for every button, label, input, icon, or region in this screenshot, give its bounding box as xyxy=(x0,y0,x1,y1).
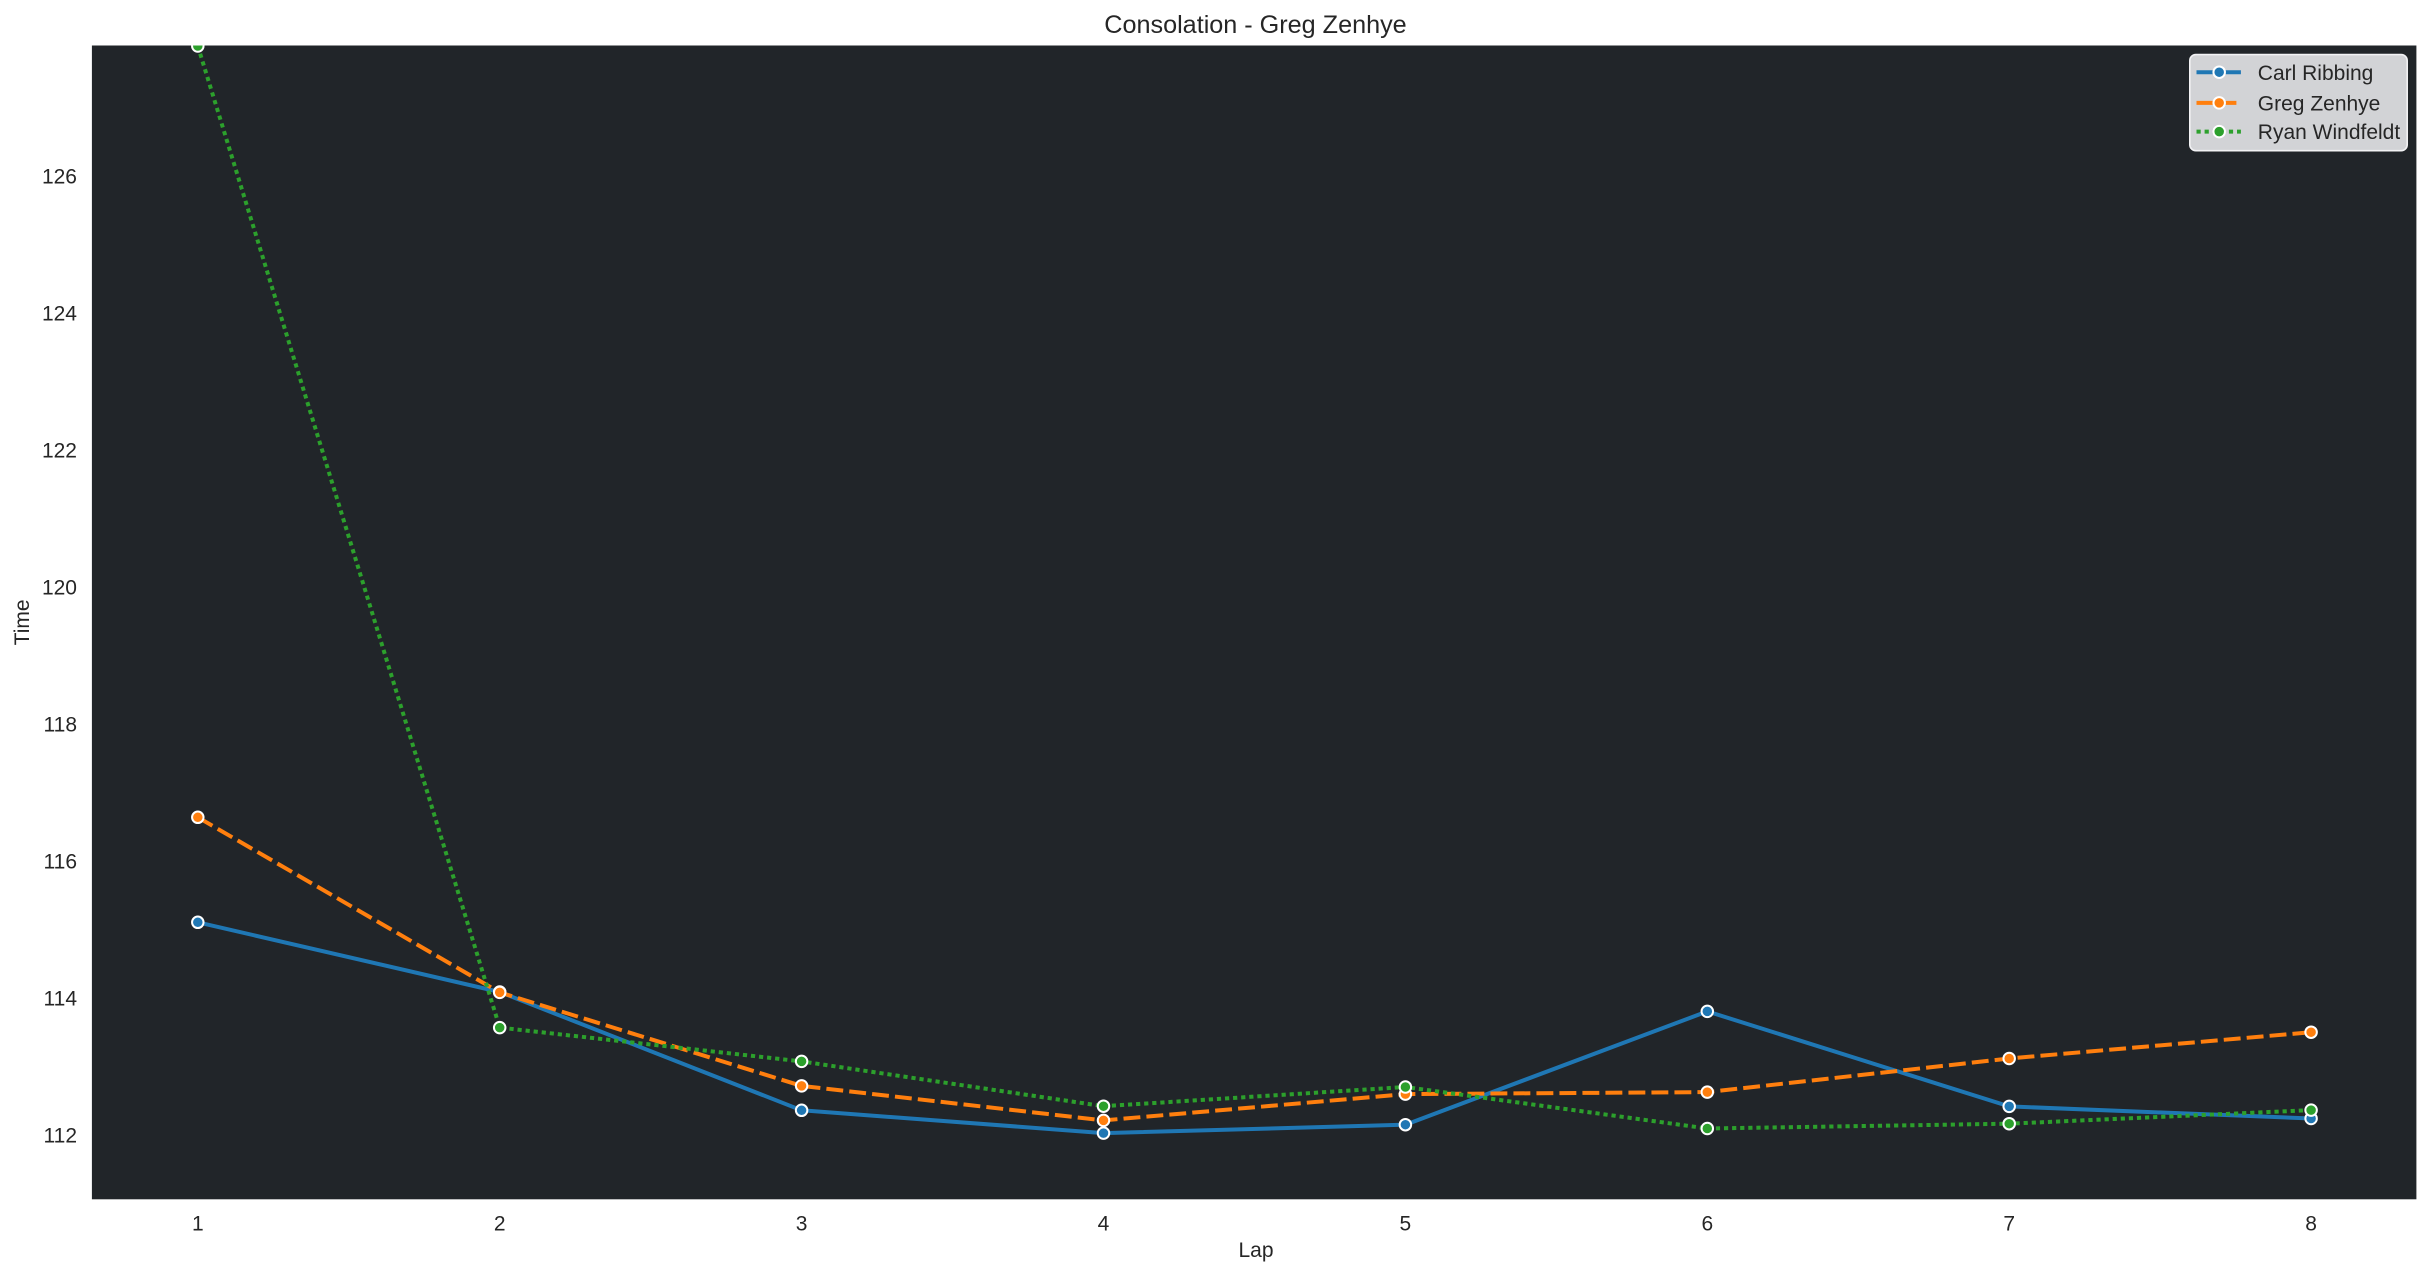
svg-text:6: 6 xyxy=(1701,1212,1713,1235)
svg-text:122: 122 xyxy=(42,439,77,462)
svg-text:Ryan Windfeldt: Ryan Windfeldt xyxy=(2258,121,2401,144)
svg-text:120: 120 xyxy=(42,576,77,599)
svg-text:118: 118 xyxy=(44,713,77,736)
svg-text:1: 1 xyxy=(192,1212,204,1235)
svg-text:124: 124 xyxy=(42,302,77,325)
svg-text:116: 116 xyxy=(44,850,77,873)
svg-text:7: 7 xyxy=(2003,1212,2015,1235)
svg-text:112: 112 xyxy=(44,1124,77,1147)
svg-text:126: 126 xyxy=(42,165,77,188)
svg-text:5: 5 xyxy=(1400,1212,1412,1235)
svg-text:Consolation - Greg Zenhye: Consolation - Greg Zenhye xyxy=(1104,11,1406,39)
svg-text:2: 2 xyxy=(494,1212,506,1235)
svg-text:Carl Ribbing: Carl Ribbing xyxy=(2258,62,2374,85)
svg-text:Greg Zenhye: Greg Zenhye xyxy=(2258,93,2381,116)
svg-text:8: 8 xyxy=(2305,1212,2317,1235)
svg-text:Lap: Lap xyxy=(1238,1239,1273,1262)
svg-text:Time: Time xyxy=(11,599,34,645)
svg-text:4: 4 xyxy=(1098,1212,1110,1235)
svg-text:114: 114 xyxy=(44,987,78,1010)
svg-text:3: 3 xyxy=(796,1212,808,1235)
